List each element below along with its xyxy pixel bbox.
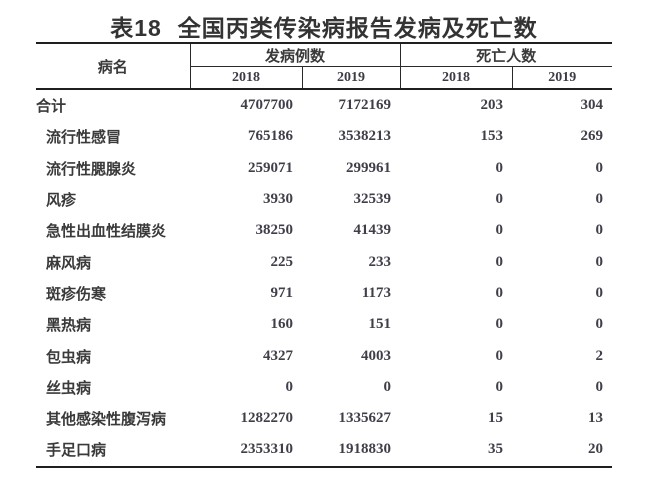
cases-2018: 2353310 bbox=[240, 441, 294, 458]
deaths-2019: 13 bbox=[588, 410, 604, 427]
table-row: 流行性感冒 765186 3538213 153 269 bbox=[36, 121, 612, 152]
cases-2018: 3930 bbox=[263, 191, 293, 208]
cases-2019: 32539 bbox=[353, 191, 392, 208]
column-header-disease-name: 病名 bbox=[97, 58, 128, 76]
cases-2019: 233 bbox=[368, 253, 392, 270]
column-header-deaths-2018: 2018 bbox=[399, 66, 513, 89]
cases-2018: 160 bbox=[270, 316, 294, 333]
cases-2019: 3538213 bbox=[338, 128, 392, 145]
deaths-2019: 0 bbox=[595, 159, 604, 176]
disease-name: 丝虫病 bbox=[46, 379, 92, 397]
column-header-incidence-2019: 2019 bbox=[301, 66, 401, 89]
deaths-2018: 0 bbox=[495, 347, 504, 364]
table-row: 风疹 3930 32539 0 0 bbox=[36, 184, 612, 215]
header-year-row: 2018 2019 2018 2019 bbox=[36, 66, 613, 89]
table-row: 其他感染性腹泻病 1282270 1335627 15 13 bbox=[36, 403, 612, 434]
disease-name: 其他感染性腹泻病 bbox=[46, 411, 167, 429]
disease-name: 合计 bbox=[36, 98, 67, 116]
deaths-2018: 0 bbox=[495, 378, 504, 395]
deaths-2019: 304 bbox=[580, 97, 604, 114]
cases-2019: 299961 bbox=[346, 159, 392, 176]
deaths-2018: 0 bbox=[495, 222, 504, 239]
disease-name: 包虫病 bbox=[46, 348, 92, 366]
cases-2018: 4707700 bbox=[240, 97, 294, 114]
cases-2019: 4003 bbox=[361, 347, 392, 364]
deaths-2018: 35 bbox=[488, 441, 504, 458]
disease-name: 麻风病 bbox=[46, 254, 92, 272]
deaths-2018: 0 bbox=[495, 159, 504, 176]
deaths-2019: 0 bbox=[595, 316, 604, 333]
cases-2018: 1282270 bbox=[240, 410, 294, 427]
deaths-2019: 20 bbox=[588, 441, 604, 458]
deaths-2018: 15 bbox=[488, 410, 504, 427]
cases-2018: 4327 bbox=[263, 347, 293, 364]
column-header-deaths-2019: 2019 bbox=[511, 66, 613, 89]
cases-2019: 1335627 bbox=[338, 410, 392, 427]
deaths-2019: 269 bbox=[580, 128, 604, 145]
cases-2018: 225 bbox=[270, 253, 294, 270]
deaths-2019: 0 bbox=[595, 378, 604, 395]
deaths-2019: 0 bbox=[595, 284, 604, 301]
deaths-2018: 153 bbox=[480, 128, 504, 145]
infectious-disease-table: 病名 发病例数 死亡人数 2018 2019 2018 2019 合计 4707… bbox=[36, 42, 613, 468]
table-row: 丝虫病 0 0 0 0 bbox=[36, 372, 612, 403]
cases-2019: 7172169 bbox=[338, 97, 392, 114]
cases-2019: 1918830 bbox=[338, 441, 392, 458]
disease-name: 流行性感冒 bbox=[46, 129, 122, 147]
disease-name: 斑疹伤寒 bbox=[46, 285, 107, 303]
cases-2019: 41439 bbox=[353, 222, 392, 239]
deaths-2019: 2 bbox=[595, 347, 604, 364]
cases-2018: 765186 bbox=[248, 128, 293, 145]
table-row: 包虫病 4327 4003 0 2 bbox=[36, 340, 612, 371]
cases-2018: 38250 bbox=[255, 222, 294, 239]
table-row: 黑热病 160 151 0 0 bbox=[36, 309, 612, 340]
table-row: 斑疹伤寒 971 1173 0 0 bbox=[36, 278, 612, 309]
deaths-2018: 0 bbox=[495, 316, 504, 333]
deaths-2018: 0 bbox=[495, 253, 504, 270]
table-row-total: 合计 4707700 7172169 203 304 bbox=[36, 89, 612, 121]
cases-2018: 971 bbox=[270, 284, 294, 301]
column-header-incidence-2018: 2018 bbox=[189, 66, 302, 89]
table-row: 麻风病 225 233 0 0 bbox=[36, 246, 612, 277]
table-title: 表18 全国丙类传染病报告发病及死亡数 bbox=[0, 9, 648, 43]
disease-name: 急性出血性结膜炎 bbox=[46, 223, 167, 241]
header-group-row: 病名 发病例数 死亡人数 bbox=[36, 43, 613, 76]
table-row: 急性出血性结膜炎 38250 41439 0 0 bbox=[36, 215, 612, 246]
table-row: 流行性腮腺炎 259071 299961 0 0 bbox=[36, 153, 612, 184]
cases-2019: 151 bbox=[368, 316, 392, 333]
disease-name: 风疹 bbox=[46, 192, 77, 210]
table-title-text: 全国丙类传染病报告发病及死亡数 bbox=[177, 15, 538, 41]
deaths-2018: 0 bbox=[495, 191, 504, 208]
deaths-2018: 0 bbox=[495, 284, 504, 301]
deaths-2018: 203 bbox=[480, 97, 504, 114]
cases-2018: 0 bbox=[285, 378, 294, 395]
disease-name: 手足口病 bbox=[46, 442, 107, 460]
table-row: 手足口病 2353310 1918830 35 20 bbox=[36, 434, 612, 466]
table-number: 表18 bbox=[110, 15, 162, 41]
deaths-2019: 0 bbox=[595, 222, 604, 239]
cases-2019: 1173 bbox=[361, 284, 392, 301]
cases-2019: 0 bbox=[383, 378, 392, 395]
column-group-incidence: 发病例数 bbox=[189, 43, 401, 67]
disease-name: 流行性腮腺炎 bbox=[46, 160, 137, 178]
deaths-2019: 0 bbox=[595, 253, 604, 270]
table-header: 病名 发病例数 死亡人数 2018 2019 2018 2019 bbox=[36, 43, 613, 89]
deaths-2019: 0 bbox=[595, 191, 604, 208]
column-group-deaths: 死亡人数 bbox=[399, 43, 613, 67]
disease-name: 黑热病 bbox=[46, 317, 92, 335]
table-body: 合计 4707700 7172169 203 304 流行性感冒 765186 … bbox=[36, 89, 613, 467]
cases-2018: 259071 bbox=[248, 159, 293, 176]
